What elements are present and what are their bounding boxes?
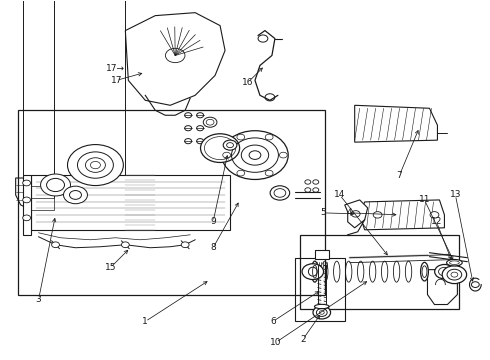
Text: 6: 6 xyxy=(270,317,276,326)
Circle shape xyxy=(85,158,105,172)
Circle shape xyxy=(222,131,288,180)
Text: 7: 7 xyxy=(397,171,402,180)
Polygon shape xyxy=(345,200,368,228)
Circle shape xyxy=(70,190,81,199)
Circle shape xyxy=(471,282,479,288)
Text: 17→: 17→ xyxy=(106,64,125,73)
Bar xyxy=(23,0,54,198)
Circle shape xyxy=(41,174,71,196)
Circle shape xyxy=(196,126,204,131)
Circle shape xyxy=(23,197,30,203)
Circle shape xyxy=(185,139,192,144)
Circle shape xyxy=(91,161,100,169)
Ellipse shape xyxy=(311,261,318,282)
Text: 15: 15 xyxy=(105,263,116,272)
Circle shape xyxy=(237,170,245,176)
Circle shape xyxy=(51,242,59,248)
Circle shape xyxy=(237,134,245,140)
Ellipse shape xyxy=(315,304,329,309)
Circle shape xyxy=(302,264,323,279)
Ellipse shape xyxy=(393,261,400,282)
Circle shape xyxy=(373,212,382,218)
Text: 11: 11 xyxy=(419,195,430,204)
Circle shape xyxy=(430,212,439,218)
Circle shape xyxy=(223,140,237,150)
Circle shape xyxy=(305,188,311,192)
Ellipse shape xyxy=(334,261,340,282)
Circle shape xyxy=(23,180,30,186)
Text: 12: 12 xyxy=(431,217,442,226)
Text: 10: 10 xyxy=(270,338,282,347)
Circle shape xyxy=(47,179,65,192)
Polygon shape xyxy=(427,268,457,305)
Bar xyxy=(18,110,325,294)
Polygon shape xyxy=(125,13,225,105)
Circle shape xyxy=(200,134,240,162)
Circle shape xyxy=(313,306,331,319)
Ellipse shape xyxy=(420,262,428,281)
Circle shape xyxy=(64,186,87,204)
Circle shape xyxy=(313,188,319,192)
Circle shape xyxy=(203,117,217,127)
Circle shape xyxy=(435,265,454,279)
Circle shape xyxy=(223,152,230,158)
Ellipse shape xyxy=(321,261,328,282)
Bar xyxy=(23,0,54,210)
Circle shape xyxy=(185,113,192,118)
Circle shape xyxy=(196,139,204,144)
Text: 9: 9 xyxy=(210,217,216,226)
Circle shape xyxy=(270,186,290,200)
Bar xyxy=(30,175,230,230)
Text: 5: 5 xyxy=(320,208,326,217)
Circle shape xyxy=(442,266,466,284)
Circle shape xyxy=(305,180,311,184)
Text: 2: 2 xyxy=(300,335,306,344)
Circle shape xyxy=(77,152,113,178)
Circle shape xyxy=(196,113,204,118)
Bar xyxy=(295,258,345,321)
Text: 3: 3 xyxy=(36,295,42,304)
Bar xyxy=(315,250,329,259)
Polygon shape xyxy=(355,105,438,142)
Circle shape xyxy=(181,242,189,248)
Text: 17: 17 xyxy=(111,76,122,85)
Circle shape xyxy=(68,145,123,185)
Polygon shape xyxy=(16,178,58,210)
Text: 16: 16 xyxy=(242,78,254,87)
Text: 14: 14 xyxy=(334,190,345,199)
Ellipse shape xyxy=(345,261,352,282)
Polygon shape xyxy=(360,200,444,230)
Ellipse shape xyxy=(358,261,364,282)
Ellipse shape xyxy=(405,261,412,282)
Circle shape xyxy=(122,242,129,248)
Circle shape xyxy=(351,211,360,217)
Circle shape xyxy=(313,180,319,184)
Circle shape xyxy=(279,152,287,158)
Text: 13: 13 xyxy=(450,190,461,199)
Circle shape xyxy=(23,215,30,221)
Circle shape xyxy=(265,134,273,140)
Text: 4: 4 xyxy=(347,208,352,217)
Bar xyxy=(23,0,54,186)
Text: 8: 8 xyxy=(210,243,216,252)
Ellipse shape xyxy=(381,261,388,282)
Circle shape xyxy=(185,126,192,131)
Text: 1: 1 xyxy=(143,317,148,326)
Ellipse shape xyxy=(446,260,462,266)
Bar xyxy=(300,235,460,310)
Ellipse shape xyxy=(369,261,376,282)
Circle shape xyxy=(265,170,273,176)
Polygon shape xyxy=(23,175,30,235)
